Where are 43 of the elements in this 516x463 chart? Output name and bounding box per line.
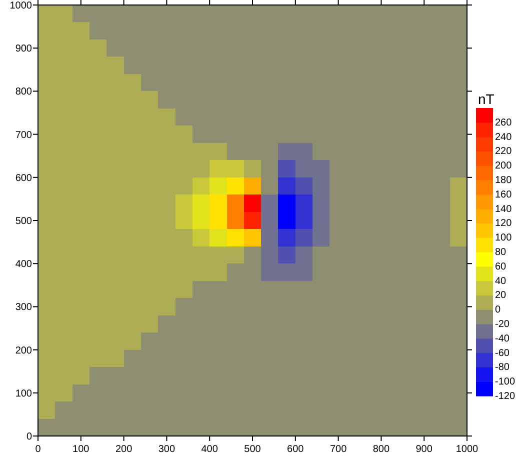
- color-bar-label: -40: [495, 333, 510, 344]
- x-tick-label: 800: [372, 444, 390, 455]
- y-tick-label: 100: [15, 388, 32, 400]
- color-bar-label: 120: [495, 218, 512, 230]
- color-bar-label: -120: [495, 391, 516, 402]
- x-tick-label: 400: [201, 444, 218, 455]
- color-bar-label: 40: [495, 276, 507, 287]
- color-bar-title: nT: [478, 91, 495, 107]
- color-bar-label: 160: [495, 189, 512, 200]
- y-tick-label: 600: [15, 172, 32, 184]
- x-tick-label: 1000: [456, 444, 479, 455]
- x-tick-label: 700: [330, 444, 348, 455]
- x-tick-label: 300: [158, 444, 176, 455]
- color-bar-label: -60: [495, 348, 510, 359]
- y-tick-label: 300: [15, 302, 32, 314]
- x-tick-label: 500: [244, 444, 262, 455]
- y-tick-label: 200: [15, 345, 32, 356]
- color-bar-label: 140: [495, 204, 512, 215]
- color-bar-label: 20: [495, 290, 507, 302]
- color-bar-label: 180: [495, 175, 512, 186]
- color-bar-label: 200: [495, 160, 512, 172]
- color-bar-label: 0: [495, 304, 501, 316]
- color-bar-label: -80: [495, 362, 510, 374]
- color-bar-label: 260: [495, 117, 512, 128]
- x-tick-label: 200: [115, 444, 133, 455]
- color-bar-label: -20: [495, 319, 510, 330]
- y-tick-label: 900: [15, 44, 32, 55]
- x-tick-label: 600: [287, 444, 304, 455]
- color-bar-label: 100: [495, 232, 512, 244]
- x-tick-label: 900: [416, 444, 433, 455]
- color-bar-label: 240: [495, 132, 512, 143]
- y-tick-label: 400: [15, 259, 32, 270]
- y-tick-label: 0: [26, 432, 32, 442]
- x-tick-label: 100: [72, 444, 90, 455]
- y-tick-label: 500: [15, 216, 32, 227]
- x-tick-label: 0: [35, 444, 42, 455]
- y-tick-label: 700: [15, 130, 32, 141]
- color-bar-label: 80: [495, 247, 507, 258]
- color-bar-label: -100: [495, 376, 516, 388]
- y-tick-label: 800: [15, 86, 32, 98]
- color-bar-label: 220: [495, 146, 512, 158]
- y-tick-label: 1000: [10, 0, 32, 12]
- color-bar-label: 60: [495, 261, 507, 272]
